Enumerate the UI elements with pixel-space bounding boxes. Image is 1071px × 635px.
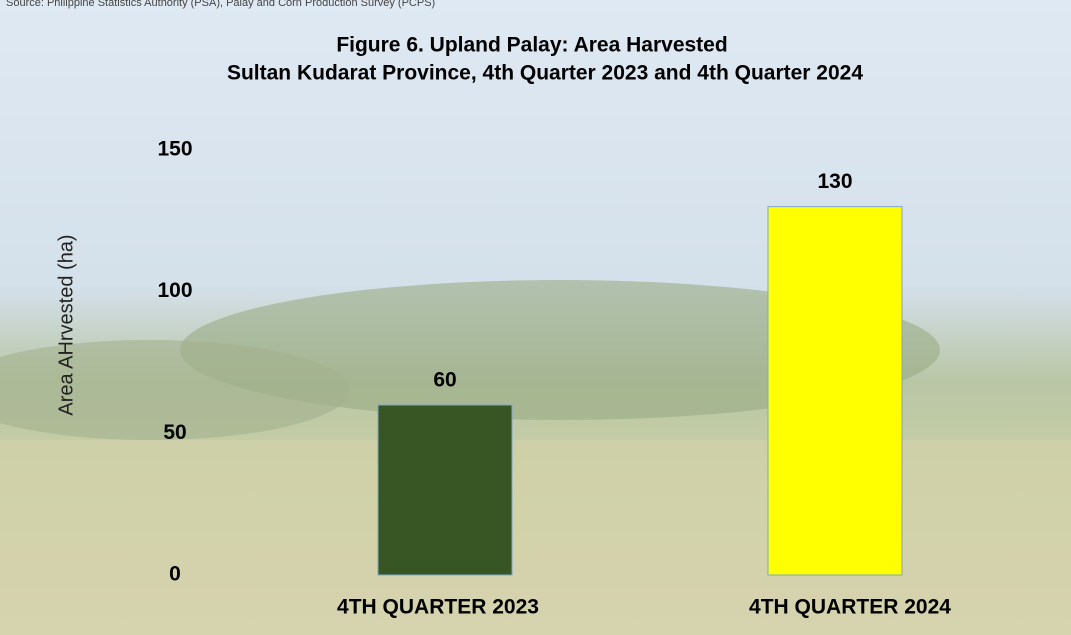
x-tick-label: 4TH QUARTER 2023 — [337, 596, 539, 619]
source-note: Source: Philippine Statistics Authority … — [6, 0, 435, 9]
bar — [768, 207, 902, 575]
chart-title: Figure 6. Upland Palay: Area Harvested — [336, 34, 727, 57]
y-tick-label: 100 — [157, 279, 192, 302]
y-tick-label: 50 — [163, 421, 186, 444]
chart-subtitle: Sultan Kudarat Province, 4th Quarter 202… — [227, 62, 863, 85]
x-tick-label: 4TH QUARTER 2024 — [749, 596, 951, 619]
y-tick-label: 150 — [157, 138, 192, 161]
page: {"source": "Source: Philippine Statistic… — [0, 0, 1071, 635]
y-axis-title: Area AHrvested (ha) — [55, 234, 77, 415]
value-label: 60 — [433, 369, 456, 392]
y-tick-label: 0 — [169, 563, 181, 586]
chart: Source: Philippine Statistics Authority … — [0, 0, 1071, 635]
bar — [378, 405, 512, 575]
value-label: 130 — [817, 170, 852, 193]
